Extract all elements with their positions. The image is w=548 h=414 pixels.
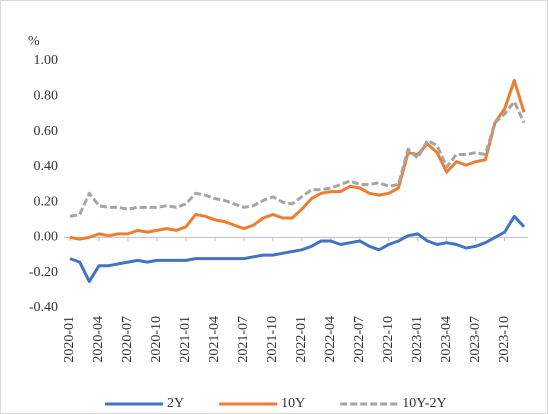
x-tick-label: 2020-04 xyxy=(91,316,106,363)
x-tick-label: 2021-04 xyxy=(207,316,222,363)
x-tick-label: 2023-01 xyxy=(410,316,425,363)
y-axis-label: % xyxy=(28,34,40,49)
y-tick-label: 0.40 xyxy=(34,159,59,174)
x-tick-label: 2020-10 xyxy=(149,316,164,363)
x-tick-label: 2020-01 xyxy=(62,316,77,363)
legend-label: 2Y xyxy=(167,396,184,411)
legend-label: 10Y-2Y xyxy=(402,396,446,411)
y-tick-label: 1.00 xyxy=(34,53,59,68)
x-tick-label: 2022-07 xyxy=(352,316,367,363)
x-tick-label: 2023-04 xyxy=(439,316,454,363)
y-tick-label: 0.00 xyxy=(34,230,59,245)
x-tick-label: 2021-01 xyxy=(178,316,193,363)
series-line xyxy=(69,78,526,241)
y-tick-label: -0.20 xyxy=(29,265,58,280)
x-tick-label: 2022-01 xyxy=(294,316,309,363)
y-tick-label: 0.20 xyxy=(34,194,59,209)
x-tick-label: 2023-10 xyxy=(497,316,512,363)
series-line xyxy=(69,100,526,218)
y-tick-label: 0.80 xyxy=(34,89,59,104)
x-tick-label: 2022-04 xyxy=(323,316,338,363)
legend-label: 10Y xyxy=(281,396,305,411)
y-tick-label: -0.40 xyxy=(29,300,58,315)
x-tick-label: 2021-10 xyxy=(265,316,280,363)
y-tick-label: 0.60 xyxy=(34,124,59,139)
x-tick-label: 2023-07 xyxy=(468,316,483,363)
x-tick-label: 2022-10 xyxy=(381,316,396,363)
series-line xyxy=(69,214,526,283)
x-tick-label: 2021-07 xyxy=(236,316,251,363)
x-tick-label: 2020-07 xyxy=(120,316,135,363)
